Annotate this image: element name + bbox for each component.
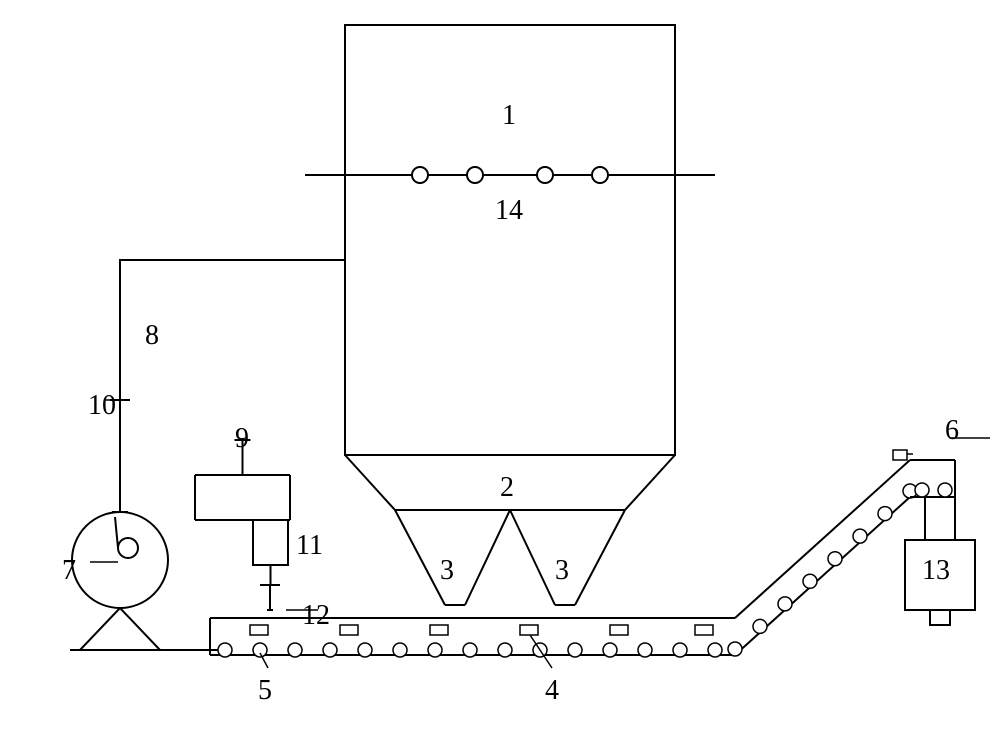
label-2: 2 (500, 472, 514, 504)
label-12: 12 (302, 600, 330, 632)
label-1: 1 (502, 100, 516, 132)
label-6: 6 (945, 415, 959, 447)
label-3: 3 (555, 555, 569, 587)
label-14: 14 (495, 195, 523, 227)
schematic-diagram (0, 0, 1000, 733)
label-13: 13 (922, 555, 950, 587)
label-9: 9 (235, 423, 249, 455)
label-11: 11 (296, 530, 323, 562)
label-10: 10 (88, 390, 116, 422)
label-7: 7 (62, 555, 76, 587)
label-4: 4 (545, 675, 559, 707)
label-8: 8 (145, 320, 159, 352)
label-5: 5 (258, 675, 272, 707)
label-3: 3 (440, 555, 454, 587)
